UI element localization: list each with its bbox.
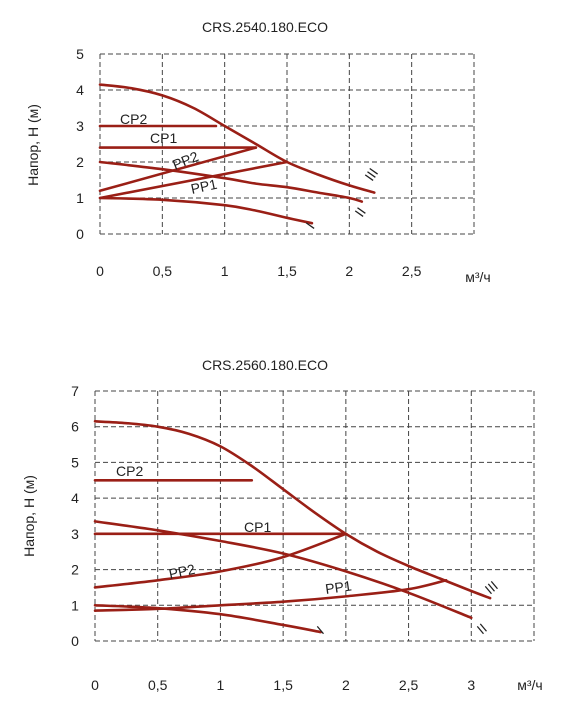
curve-i [93, 603, 323, 634]
curve-pp2 [98, 146, 258, 193]
label-cp2: CP2 [120, 111, 147, 127]
x-axis-unit: м³/ч [465, 269, 490, 285]
x-axis-unit: м³/ч [517, 677, 542, 693]
curve-pp2 [93, 532, 348, 589]
curve-i [98, 196, 314, 225]
label-cp1: CP1 [244, 519, 271, 535]
y-tick-label: 1 [76, 190, 84, 206]
y-tick-label: 0 [71, 633, 79, 649]
curve-ii [98, 160, 364, 203]
y-ticks: 0 1 2 3 4 5 [76, 46, 84, 242]
x-tick-label: 0 [96, 263, 104, 279]
x-tick-label: 1 [217, 677, 225, 693]
curves [93, 420, 492, 634]
label-iii: III [361, 165, 381, 184]
y-tick-label: 3 [76, 118, 84, 134]
label-pp2: PP2 [170, 148, 201, 173]
x-tick-label: 3 [467, 677, 475, 693]
chart-crs-2540: CRS.2540.180.ECO Напор, Н (м) м³/ч 0 1 2 3 4… [25, 19, 491, 285]
y-tick-label: 4 [76, 82, 84, 98]
x-ticks: 0 0,5 1 1,5 2 2,5 3 [91, 677, 475, 693]
label-ii: II [351, 204, 369, 220]
x-tick-label: 1 [221, 263, 229, 279]
x-tick-label: 1,5 [277, 263, 297, 279]
x-tick-label: 0,5 [153, 263, 173, 279]
x-tick-label: 2 [345, 263, 353, 279]
y-tick-label: 1 [71, 597, 79, 613]
x-tick-label: 1,5 [273, 677, 293, 693]
x-ticks: 0 0,5 1 1,5 2 2,5 [96, 263, 422, 279]
x-tick-label: 2 [342, 677, 350, 693]
chart-crs-2560: CRS.2560.180.ECO Напор, Н (м) м³/ч 0 1 2 3 4… [21, 357, 543, 693]
label-cp1: CP1 [150, 130, 177, 146]
x-tick-label: 2,5 [402, 263, 422, 279]
y-axis-label: Напор, Н (м) [21, 475, 37, 557]
y-axis-label: Напор, Н (м) [25, 104, 41, 186]
label-pp1: PP1 [324, 577, 353, 597]
y-tick-label: 3 [71, 526, 79, 542]
x-tick-label: 2,5 [399, 677, 419, 693]
y-ticks: 0 1 2 3 4 5 6 7 [71, 383, 79, 649]
curve-pp1 [93, 578, 448, 612]
y-tick-label: 2 [71, 562, 79, 578]
x-tick-label: 0,5 [148, 677, 168, 693]
y-tick-label: 0 [76, 226, 84, 242]
y-tick-label: 5 [71, 454, 79, 470]
y-tick-label: 2 [76, 154, 84, 170]
y-tick-label: 7 [71, 383, 79, 399]
curves [98, 83, 376, 225]
y-tick-label: 5 [76, 46, 84, 62]
chart-title: CRS.2540.180.ECO [202, 19, 328, 35]
label-pp1: PP1 [189, 176, 218, 197]
curve-pp1 [98, 160, 289, 200]
grid [94, 390, 535, 642]
label-pp2: PP2 [167, 561, 196, 582]
curve-iii [98, 83, 376, 194]
label-ii: II [474, 620, 490, 637]
curve-ii [93, 520, 473, 620]
y-tick-label: 4 [71, 490, 79, 506]
curve-iii [93, 420, 492, 600]
label-cp2: CP2 [116, 463, 143, 479]
y-tick-label: 6 [71, 419, 79, 435]
label-i: I [302, 219, 317, 231]
chart-title: CRS.2560.180.ECO [202, 357, 328, 373]
x-tick-label: 0 [91, 677, 99, 693]
label-iii: III [482, 578, 501, 598]
